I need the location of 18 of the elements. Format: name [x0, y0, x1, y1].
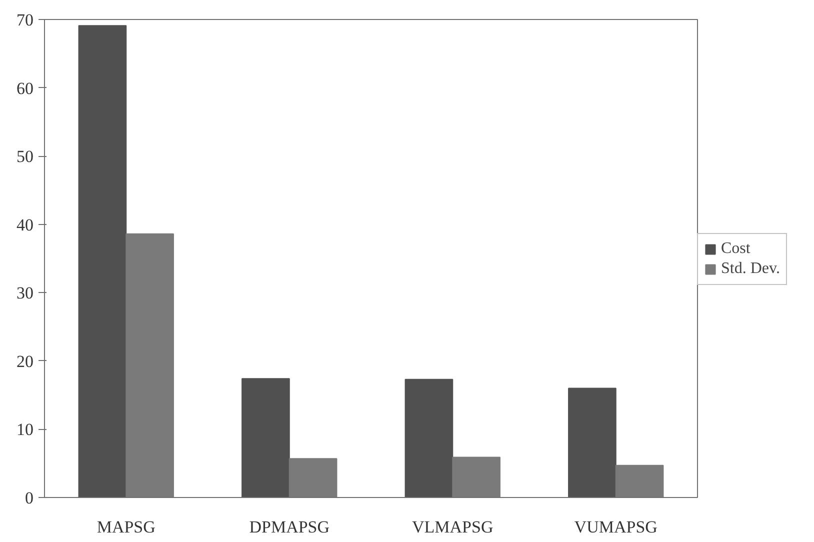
x-tick-label: VUMAPSG	[574, 518, 658, 536]
x-tick-label: MAPSG	[96, 518, 156, 536]
y-tick-label: 20	[16, 352, 34, 371]
x-tick-label: DPMAPSG	[249, 518, 330, 536]
y-tick-label: 40	[16, 215, 34, 234]
legend-label: Std. Dev.	[721, 260, 780, 278]
y-tick-label: 0	[25, 488, 34, 508]
y-tick-label: 50	[16, 147, 34, 166]
bar	[568, 388, 616, 498]
y-tick-label: 60	[16, 78, 34, 98]
bar	[78, 25, 127, 498]
y-tick-label: 70	[16, 10, 34, 30]
y-tick-label: 30	[16, 284, 34, 303]
x-tick-label: VLMAPSG	[412, 518, 494, 536]
bar	[242, 378, 290, 498]
legend-label: Cost	[721, 240, 750, 258]
y-tick-label: 10	[16, 420, 34, 440]
bar	[404, 378, 454, 498]
